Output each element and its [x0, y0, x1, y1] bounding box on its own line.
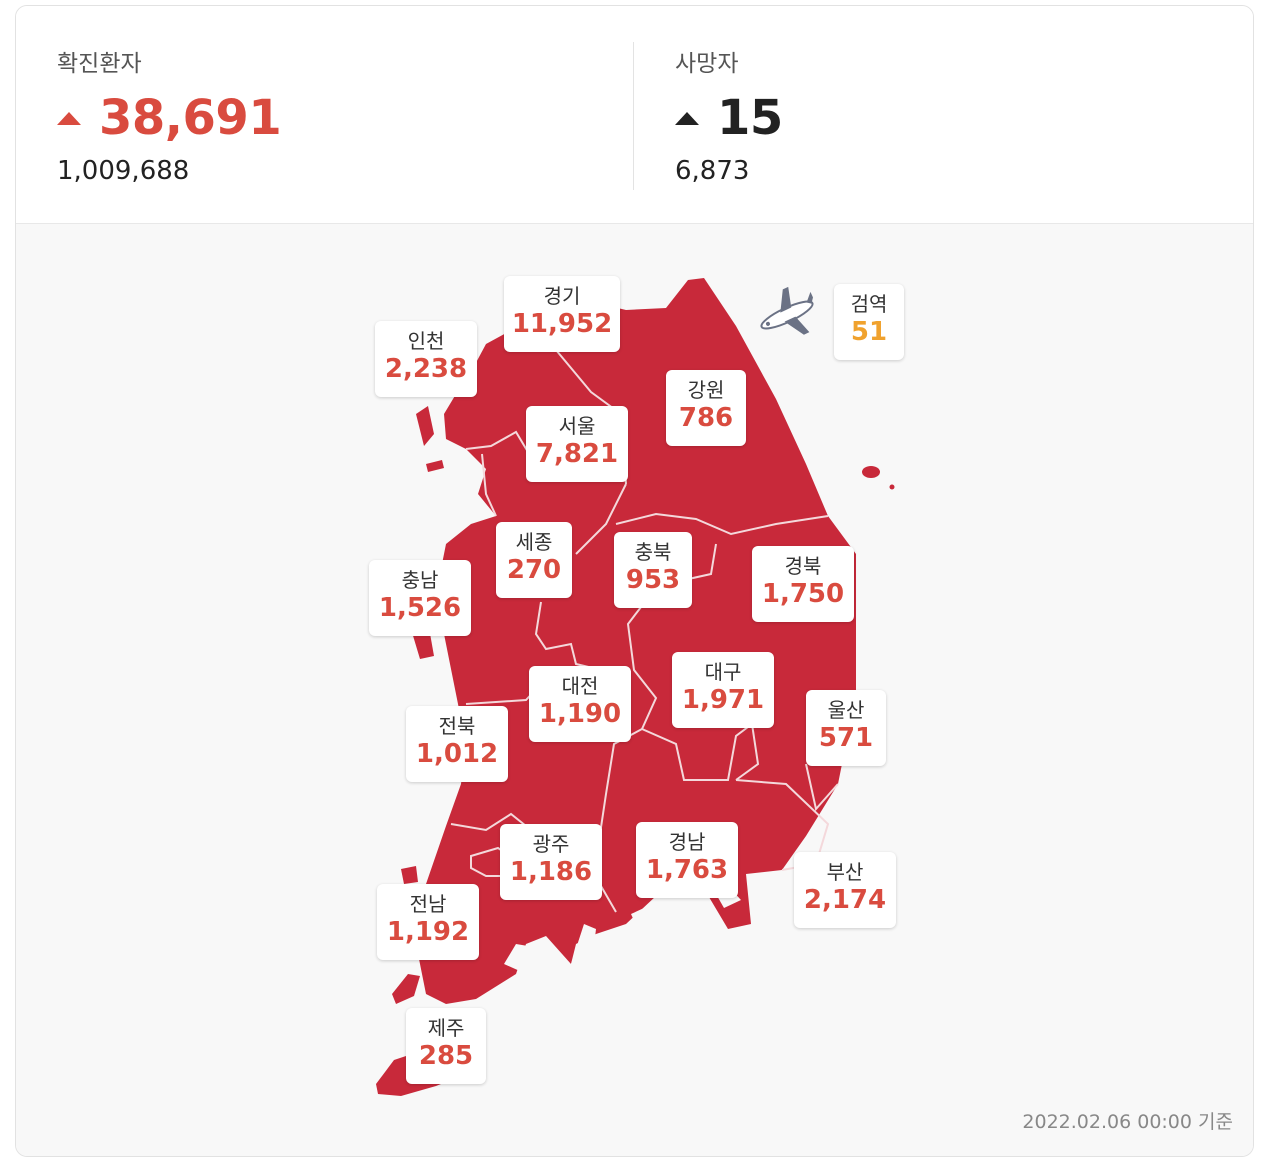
region-map-area: 경기 11,952 인천 2,238 서울 7,821 강원 786 검역 51…	[16, 224, 1253, 1156]
region-value: 1,012	[415, 739, 499, 769]
confirmed-total: 1,009,688	[57, 156, 190, 186]
region-label-jeonbuk[interactable]: 전북 1,012	[406, 706, 508, 782]
west-island-4	[401, 866, 418, 884]
region-value: 7,821	[535, 439, 619, 469]
region-name: 세종	[515, 530, 553, 554]
region-name: 충북	[634, 540, 672, 564]
region-label-quarantine[interactable]: 검역 51	[834, 284, 904, 360]
region-name: 경기	[543, 284, 581, 308]
west-island-1	[416, 406, 434, 446]
region-value: 11,952	[511, 309, 613, 339]
region-label-jeju[interactable]: 제주 285	[406, 1008, 486, 1084]
region-value: 285	[418, 1041, 474, 1071]
region-name: 서울	[558, 414, 596, 438]
border-incheon	[481, 453, 497, 517]
region-name: 검역	[850, 292, 888, 316]
region-label-gyeonggi[interactable]: 경기 11,952	[504, 276, 620, 352]
region-label-incheon[interactable]: 인천 2,238	[375, 321, 477, 397]
stats-divider	[633, 42, 634, 190]
region-value: 51	[850, 317, 888, 347]
region-name: 제주	[427, 1016, 465, 1040]
region-label-gyeongbuk[interactable]: 경북 1,750	[752, 546, 854, 622]
dokdo-island	[889, 484, 895, 490]
south-bay-2	[631, 908, 656, 936]
region-label-chungnam[interactable]: 충남 1,526	[369, 560, 471, 636]
border-gangwon-south	[615, 512, 829, 536]
region-value: 1,190	[538, 699, 622, 729]
region-label-gwangju[interactable]: 광주 1,186	[500, 824, 602, 900]
region-name: 강원	[687, 378, 725, 402]
confirmed-increase: 38,691	[99, 90, 282, 146]
airplane-icon	[760, 286, 814, 335]
region-value: 1,750	[761, 579, 845, 609]
region-name: 대전	[561, 674, 599, 698]
region-name: 광주	[532, 832, 570, 856]
region-label-jeonnam[interactable]: 전남 1,192	[377, 884, 479, 960]
region-label-chungbuk[interactable]: 충북 953	[614, 532, 692, 608]
border-daegu	[641, 722, 760, 781]
west-island-2	[426, 460, 444, 472]
south-bay-1	[571, 924, 596, 972]
region-name: 충남	[401, 568, 439, 592]
region-label-gyeongnam[interactable]: 경남 1,763	[636, 822, 738, 898]
region-name: 부산	[826, 860, 864, 884]
confirmed-label: 확진환자	[57, 51, 142, 77]
region-name: 인천	[407, 329, 445, 353]
southwest-island	[392, 974, 420, 1004]
korea-landmass	[376, 278, 895, 1096]
region-label-daejeon[interactable]: 대전 1,190	[529, 666, 631, 742]
covid-status-card: 확진환자 38,691 1,009,688 사망자 15 6,873	[15, 5, 1254, 1157]
region-name: 전남	[409, 892, 447, 916]
summary-stats: 확진환자 38,691 1,009,688 사망자 15 6,873	[16, 6, 1253, 224]
region-value: 270	[506, 555, 562, 585]
region-value: 1,192	[386, 917, 470, 947]
region-label-sejong[interactable]: 세종 270	[496, 522, 572, 598]
border-chungbuk-gyeongbuk	[626, 543, 717, 730]
region-value: 1,186	[509, 857, 593, 887]
region-value: 1,971	[681, 685, 765, 715]
region-value: 953	[625, 565, 681, 595]
region-label-busan[interactable]: 부산 2,174	[794, 852, 896, 928]
deaths-label: 사망자	[675, 51, 739, 77]
region-label-daegu[interactable]: 대구 1,971	[672, 652, 774, 728]
up-triangle-icon	[675, 111, 699, 125]
region-value: 2,174	[803, 885, 887, 915]
region-value: 1,526	[378, 593, 462, 623]
region-label-gangwon[interactable]: 강원 786	[666, 370, 746, 446]
region-value: 786	[678, 403, 734, 433]
deaths-total: 6,873	[675, 156, 750, 186]
deaths-increase: 15	[717, 90, 783, 146]
region-name: 대구	[704, 660, 742, 684]
region-name: 경남	[668, 830, 706, 854]
region-name: 경북	[784, 554, 822, 578]
korea-map	[376, 278, 895, 1096]
region-name: 울산	[827, 698, 865, 722]
border-ulsan	[805, 763, 839, 812]
as-of-timestamp: 2022.02.06 00:00 기준	[1022, 1111, 1233, 1133]
region-value: 571	[818, 723, 874, 753]
region-name: 전북	[438, 714, 476, 738]
region-label-seoul[interactable]: 서울 7,821	[526, 406, 628, 482]
border-gyeonggi-chungbuk	[575, 483, 627, 555]
ulleungdo-island	[862, 466, 880, 478]
region-value: 2,238	[384, 354, 468, 384]
up-triangle-icon	[57, 111, 81, 125]
south-bay-4	[504, 944, 528, 972]
region-label-ulsan[interactable]: 울산 571	[806, 690, 886, 766]
region-value: 1,763	[645, 855, 729, 885]
